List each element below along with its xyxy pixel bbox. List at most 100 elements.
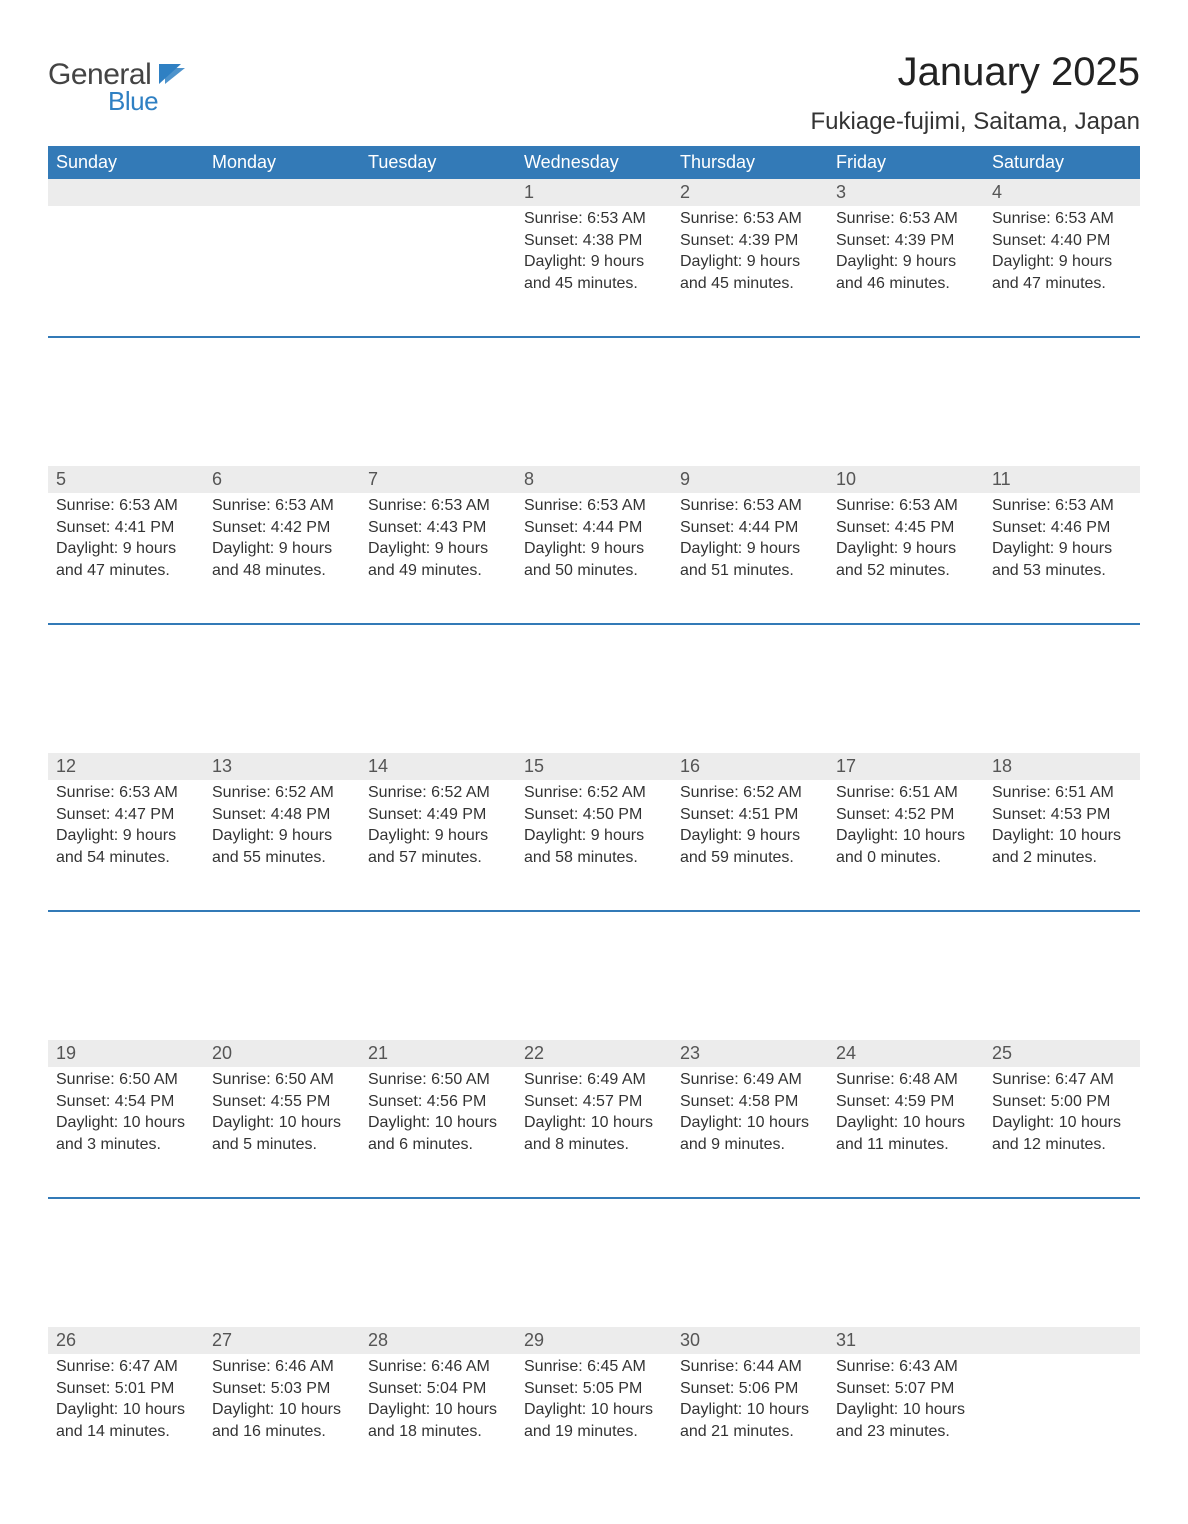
day-body-row: Sunrise: 6:53 AMSunset: 4:41 PMDaylight:… bbox=[48, 493, 1140, 623]
day-number: 12 bbox=[48, 753, 204, 780]
day-number: 8 bbox=[516, 466, 672, 493]
daylight-text: Daylight: 9 hours and 47 minutes. bbox=[56, 538, 196, 581]
day-cell: Sunrise: 6:46 AMSunset: 5:04 PMDaylight:… bbox=[360, 1354, 516, 1484]
day-cell: Sunrise: 6:51 AMSunset: 4:53 PMDaylight:… bbox=[984, 780, 1140, 910]
sunrise-text: Sunrise: 6:53 AM bbox=[56, 782, 196, 804]
calendar-page: General Blue January 2025 Fukiage-fujimi… bbox=[0, 0, 1188, 1524]
day-number: 2 bbox=[672, 179, 828, 206]
day-cell bbox=[984, 1354, 1140, 1484]
sunset-text: Sunset: 4:55 PM bbox=[212, 1091, 352, 1113]
day-number-cell: 19 bbox=[48, 1040, 204, 1067]
day-number: 15 bbox=[516, 753, 672, 780]
sunrise-text: Sunrise: 6:50 AM bbox=[212, 1069, 352, 1091]
daylight-text: Daylight: 10 hours and 12 minutes. bbox=[992, 1112, 1132, 1155]
day-number-cell: 14 bbox=[360, 753, 516, 780]
sunset-text: Sunset: 4:47 PM bbox=[56, 804, 196, 826]
day-cell: Sunrise: 6:52 AMSunset: 4:48 PMDaylight:… bbox=[204, 780, 360, 910]
day-number: 1 bbox=[516, 179, 672, 206]
sunrise-text: Sunrise: 6:47 AM bbox=[56, 1356, 196, 1378]
day-number-cell: 9 bbox=[672, 466, 828, 493]
day-cell: Sunrise: 6:50 AMSunset: 4:56 PMDaylight:… bbox=[360, 1067, 516, 1197]
day-number: 7 bbox=[360, 466, 516, 493]
day-cell: Sunrise: 6:53 AMSunset: 4:46 PMDaylight:… bbox=[984, 493, 1140, 623]
day-cell: Sunrise: 6:53 AMSunset: 4:45 PMDaylight:… bbox=[828, 493, 984, 623]
sunrise-text: Sunrise: 6:52 AM bbox=[212, 782, 352, 804]
day-cell: Sunrise: 6:46 AMSunset: 5:03 PMDaylight:… bbox=[204, 1354, 360, 1484]
day-number-cell bbox=[984, 1327, 1140, 1354]
day-body-row: Sunrise: 6:53 AMSunset: 4:47 PM Daylight:… bbox=[48, 780, 1140, 910]
sunrise-text: Sunrise: 6:49 AM bbox=[524, 1069, 664, 1091]
sunset-text: Sunset: 4:39 PM bbox=[680, 230, 820, 252]
daylight-text: Daylight: 10 hours and 5 minutes. bbox=[212, 1112, 352, 1155]
sunrise-text: Sunrise: 6:53 AM bbox=[368, 495, 508, 517]
day-cell bbox=[48, 206, 204, 336]
week-separator bbox=[48, 336, 1140, 466]
day-number-cell: 17 bbox=[828, 753, 984, 780]
daylight-text: Daylight: 10 hours and 19 minutes. bbox=[524, 1399, 664, 1442]
calendar-table: SundayMondayTuesdayWednesdayThursdayFrid… bbox=[48, 146, 1140, 1484]
day-number: 4 bbox=[984, 179, 1140, 206]
location-subtitle: Fukiage-fujimi, Saitama, Japan bbox=[811, 108, 1140, 136]
day-cell: Sunrise: 6:52 AMSunset: 4:50 PMDaylight:… bbox=[516, 780, 672, 910]
day-number: 28 bbox=[360, 1327, 516, 1354]
daylight-text: Daylight: 10 hours and 14 minutes. bbox=[56, 1399, 196, 1442]
day-number: 30 bbox=[672, 1327, 828, 1354]
day-number-cell: 5 bbox=[48, 466, 204, 493]
day-number: 20 bbox=[204, 1040, 360, 1067]
day-number-cell: 6 bbox=[204, 466, 360, 493]
sunset-text: Sunset: 5:06 PM bbox=[680, 1378, 820, 1400]
day-number: 16 bbox=[672, 753, 828, 780]
sunset-text: Sunset: 4:46 PM bbox=[992, 517, 1132, 539]
day-number: 6 bbox=[204, 466, 360, 493]
day-number-cell: 13 bbox=[204, 753, 360, 780]
sunrise-text: Sunrise: 6:53 AM bbox=[56, 495, 196, 517]
daylight-text: Daylight: 9 hours and 59 minutes. bbox=[680, 825, 820, 868]
day-cell: Sunrise: 6:53 AMSunset: 4:43 PMDaylight:… bbox=[360, 493, 516, 623]
sunrise-text: Sunrise: 6:52 AM bbox=[524, 782, 664, 804]
weekday-header: Wednesday bbox=[516, 146, 672, 179]
day-cell: Sunrise: 6:44 AMSunset: 5:06 PMDaylight:… bbox=[672, 1354, 828, 1484]
day-number: 26 bbox=[48, 1327, 204, 1354]
week-separator bbox=[48, 910, 1140, 1040]
day-number-cell: 31 bbox=[828, 1327, 984, 1354]
day-number: 19 bbox=[48, 1040, 204, 1067]
day-number: 25 bbox=[984, 1040, 1140, 1067]
weekday-header: Saturday bbox=[984, 146, 1140, 179]
sunset-text: Sunset: 5:00 PM bbox=[992, 1091, 1132, 1113]
logo-text-blue: Blue bbox=[108, 86, 189, 117]
daylight-text: Daylight: 9 hours and 48 minutes. bbox=[212, 538, 352, 581]
day-number-cell: 21 bbox=[360, 1040, 516, 1067]
daylight-text: Daylight: 9 hours and 49 minutes. bbox=[368, 538, 508, 581]
day-number: 17 bbox=[828, 753, 984, 780]
sunset-text: Sunset: 5:01 PM bbox=[56, 1378, 196, 1400]
day-body-row: Sunrise: 6:47 AMSunset: 5:01 PMDaylight:… bbox=[48, 1354, 1140, 1484]
daylight-text: Daylight: 10 hours and 3 minutes. bbox=[56, 1112, 196, 1155]
calendar-header-row: SundayMondayTuesdayWednesdayThursdayFrid… bbox=[48, 146, 1140, 179]
sunset-text: Sunset: 4:44 PM bbox=[680, 517, 820, 539]
day-number-cell: 2 bbox=[672, 179, 828, 206]
sunset-text: Sunset: 5:05 PM bbox=[524, 1378, 664, 1400]
daylight-text: Daylight: 10 hours and 0 minutes. bbox=[836, 825, 976, 868]
sunset-text: Sunset: 4:39 PM bbox=[836, 230, 976, 252]
sunrise-text: Sunrise: 6:52 AM bbox=[368, 782, 508, 804]
day-number-cell: 11 bbox=[984, 466, 1140, 493]
daylight-text: Daylight: 9 hours and 47 minutes. bbox=[992, 251, 1132, 294]
day-cell: Sunrise: 6:52 AMSunset: 4:49 PMDaylight:… bbox=[360, 780, 516, 910]
day-number-cell bbox=[204, 179, 360, 206]
day-number: 10 bbox=[828, 466, 984, 493]
weekday-header: Tuesday bbox=[360, 146, 516, 179]
sunset-text: Sunset: 4:56 PM bbox=[368, 1091, 508, 1113]
sunrise-text: Sunrise: 6:53 AM bbox=[836, 208, 976, 230]
day-number-cell bbox=[48, 179, 204, 206]
daylight-text: Daylight: 9 hours and 51 minutes. bbox=[680, 538, 820, 581]
day-cell: Sunrise: 6:49 AMSunset: 4:57 PMDaylight:… bbox=[516, 1067, 672, 1197]
day-body-row: Sunrise: 6:50 AMSunset: 4:54 PMDaylight:… bbox=[48, 1067, 1140, 1197]
week-separator bbox=[48, 1197, 1140, 1327]
day-number-cell: 20 bbox=[204, 1040, 360, 1067]
day-number-cell: 29 bbox=[516, 1327, 672, 1354]
sunset-text: Sunset: 4:50 PM bbox=[524, 804, 664, 826]
day-number-cell bbox=[360, 179, 516, 206]
daylight-text: Daylight: 9 hours and 55 minutes. bbox=[212, 825, 352, 868]
sunrise-text: Sunrise: 6:47 AM bbox=[992, 1069, 1132, 1091]
logo-flag-icon bbox=[159, 62, 189, 89]
